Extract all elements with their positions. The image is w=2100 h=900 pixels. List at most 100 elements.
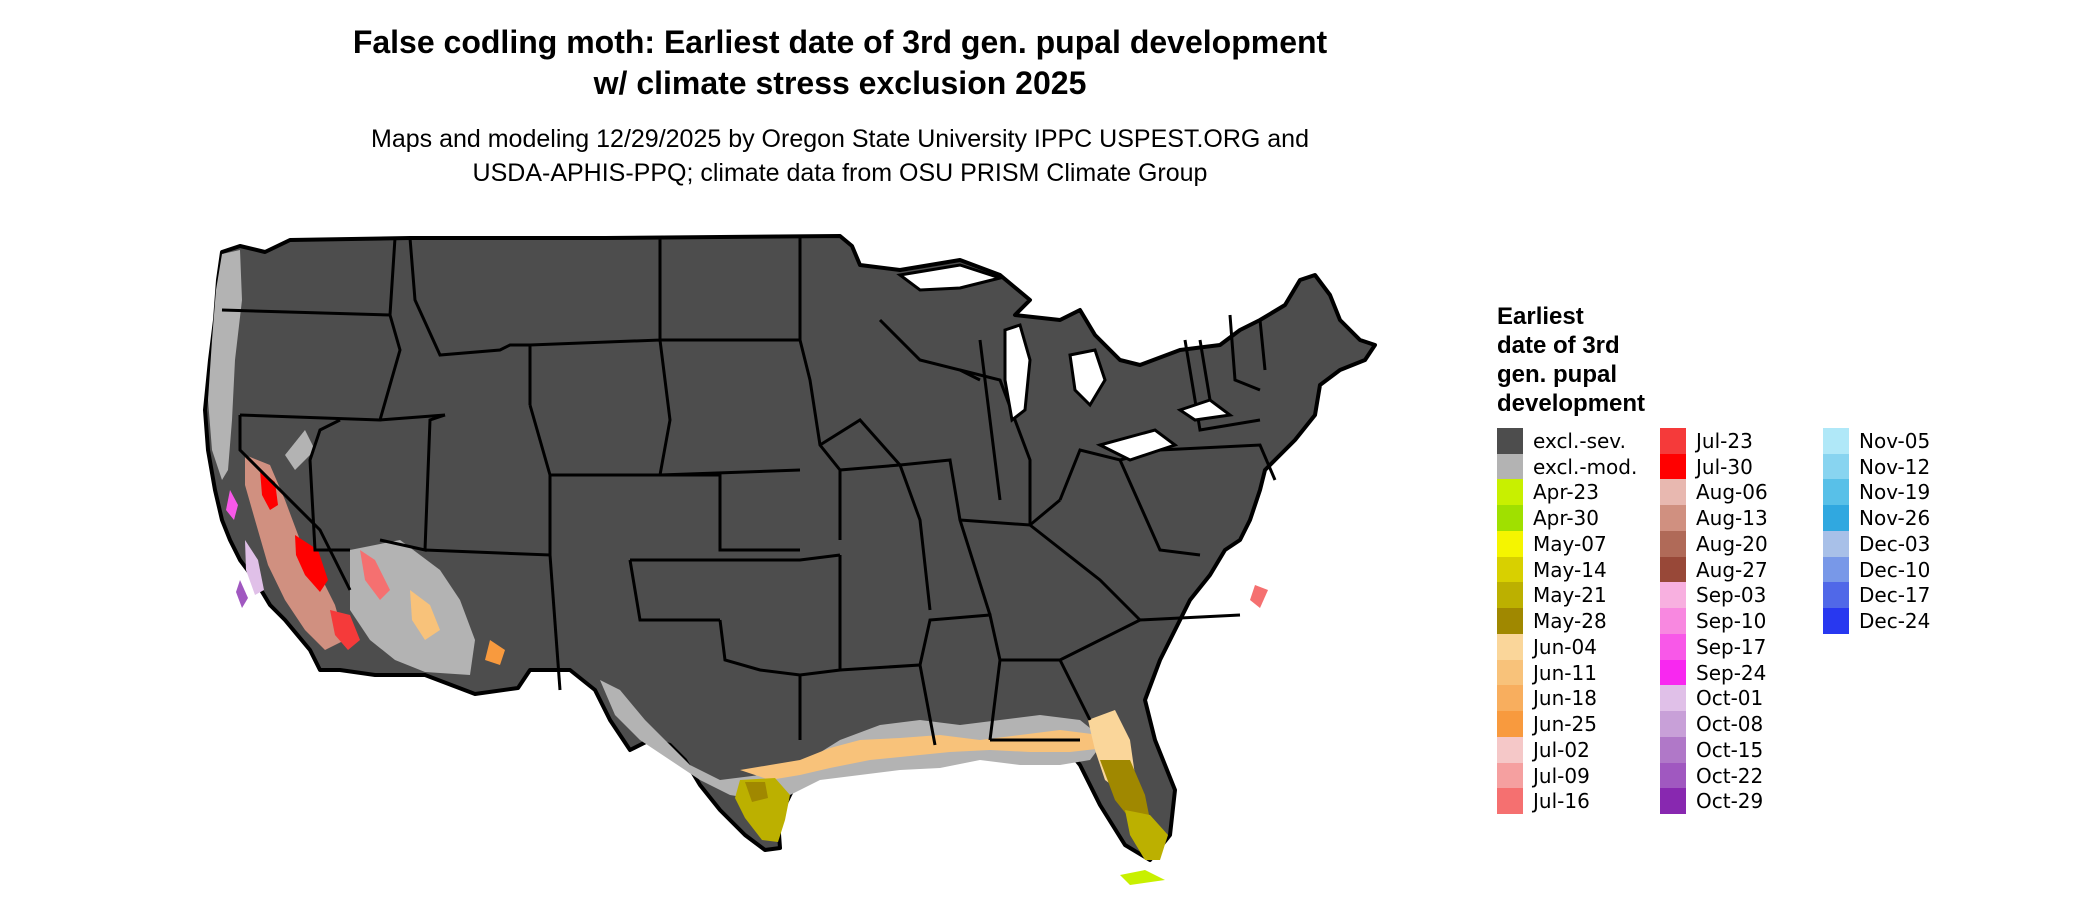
legend-item: excl.-mod. <box>1497 453 1638 480</box>
legend-title-line: date of 3rd <box>1497 332 1620 359</box>
southwest-development-zones <box>226 455 505 665</box>
legend-item: Dec-10 <box>1823 556 1931 583</box>
legend-item: Dec-24 <box>1823 608 1931 635</box>
legend-item: Nov-12 <box>1823 453 1931 480</box>
legend-swatch <box>1497 530 1523 557</box>
legend-label: excl.-mod. <box>1533 454 1638 479</box>
legend-item: Oct-15 <box>1660 736 1768 763</box>
legend-item: Sep-03 <box>1660 582 1768 609</box>
legend-swatch <box>1497 582 1523 609</box>
legend-swatch <box>1497 711 1523 738</box>
legend-swatch <box>1497 453 1523 480</box>
legend-column-2: Jul-23 Jul-30 Aug-06 Aug-13 Aug-20 Aug-27 Sep-… <box>1660 427 1768 815</box>
legend-label: Nov-26 <box>1859 506 1931 531</box>
legend-swatch <box>1660 556 1686 583</box>
legend-item: excl.-sev. <box>1497 427 1637 454</box>
map-subtitle-line-1: Maps and modeling 12/29/2025 by Oregon S… <box>371 125 1309 153</box>
legend-label: Nov-05 <box>1859 428 1931 453</box>
legend-item: Jun-11 <box>1497 659 1637 686</box>
legend-label: Sep-17 <box>1696 634 1767 659</box>
legend-label: Aug-06 <box>1696 480 1768 505</box>
legend-label: Jun-25 <box>1533 712 1597 737</box>
legend-label: Jul-09 <box>1533 763 1590 788</box>
legend-swatch <box>1660 685 1686 712</box>
legend-label: Oct-29 <box>1696 789 1764 814</box>
legend-item: Sep-10 <box>1660 608 1768 635</box>
legend-swatch <box>1660 736 1686 763</box>
legend-title-line: Earliest <box>1497 303 1584 330</box>
legend-item: Jun-18 <box>1497 685 1637 712</box>
legend-label: Jun-04 <box>1533 634 1597 659</box>
legend-label: Dec-10 <box>1859 557 1931 582</box>
legend-swatch <box>1823 556 1849 583</box>
map-subtitle: Maps and modeling 12/29/2025 by Oregon S… <box>0 122 1680 190</box>
legend-label: Jun-11 <box>1533 660 1597 685</box>
legend-swatch <box>1497 659 1523 686</box>
legend-item: Apr-23 <box>1497 479 1637 506</box>
state-borders <box>221 236 1277 746</box>
legend-swatch <box>1497 762 1523 789</box>
legend-item: Aug-06 <box>1660 479 1768 506</box>
legend-swatch <box>1660 479 1686 506</box>
legend-item: Aug-20 <box>1660 530 1768 557</box>
legend-label: Oct-08 <box>1696 712 1764 737</box>
legend-swatch <box>1823 608 1849 635</box>
legend-label: Oct-22 <box>1696 763 1764 788</box>
legend-swatch <box>1497 633 1523 660</box>
legend-swatch <box>1497 788 1523 815</box>
legend-label: Nov-19 <box>1859 480 1931 505</box>
legend-swatch <box>1823 427 1849 454</box>
legend-label: May-28 <box>1533 609 1607 634</box>
legend-item: Nov-26 <box>1823 505 1931 532</box>
legend-swatch <box>1823 479 1849 506</box>
legend-item: Jul-09 <box>1497 762 1637 789</box>
us-map <box>203 234 1377 885</box>
legend-swatch <box>1660 659 1686 686</box>
legend-label: May-07 <box>1533 531 1607 556</box>
legend-label: Sep-24 <box>1696 660 1767 685</box>
legend-title-line: gen. pupal <box>1497 361 1617 388</box>
legend-column-3: Nov-05 Nov-12 Nov-19 Nov-26 Dec-03 Dec-10 Dec-… <box>1823 427 1931 635</box>
legend-swatch <box>1497 685 1523 712</box>
legend-label: Aug-13 <box>1696 506 1768 531</box>
legend-item: May-07 <box>1497 530 1637 557</box>
legend-swatch <box>1823 530 1849 557</box>
legend-label: Dec-17 <box>1859 583 1931 608</box>
legend-item: Jul-30 <box>1660 453 1768 480</box>
legend-swatch <box>1497 556 1523 583</box>
legend-swatch <box>1660 762 1686 789</box>
gulf-coast-development-zones <box>735 585 1268 885</box>
legend-title-line: development <box>1497 390 1646 417</box>
legend-item: Sep-17 <box>1660 633 1768 660</box>
legend-item: Aug-27 <box>1660 556 1768 583</box>
legend-item: Sep-24 <box>1660 659 1768 686</box>
legend-item: May-21 <box>1497 582 1637 609</box>
legend-swatch <box>1660 505 1686 532</box>
legend-item: Dec-17 <box>1823 582 1931 609</box>
legend-swatch <box>1497 505 1523 532</box>
legend-label: Oct-01 <box>1696 686 1764 711</box>
legend-item: Apr-30 <box>1497 505 1637 532</box>
legend-label: Jul-23 <box>1696 428 1753 453</box>
legend-label: Aug-27 <box>1696 557 1768 582</box>
legend-item: Jul-16 <box>1497 788 1637 815</box>
legend-label: May-21 <box>1533 583 1607 608</box>
legend-item: Dec-03 <box>1823 530 1930 557</box>
legend-item: Oct-29 <box>1660 788 1768 815</box>
map-title-line-2: w/ climate stress exclusion 2025 <box>593 65 1087 101</box>
legend-column-1: excl.-sev. excl.-mod. Apr-23 Apr-30 May-07 Ma… <box>1497 427 1638 815</box>
legend-item: Nov-05 <box>1823 427 1931 454</box>
legend-swatch <box>1823 453 1849 480</box>
legend-swatch <box>1497 608 1523 635</box>
legend-item: May-14 <box>1497 556 1637 583</box>
legend-swatch <box>1660 633 1686 660</box>
map-title-line-1: False codling moth: Earliest date of 3rd… <box>352 24 1328 60</box>
legend-label: Nov-12 <box>1859 454 1931 479</box>
legend-item: May-28 <box>1497 608 1637 635</box>
legend-item: Jun-04 <box>1497 633 1637 660</box>
legend-title: Earliest date of 3rd gen. pupal developm… <box>1497 302 1687 418</box>
legend-swatch <box>1660 453 1686 480</box>
legend-swatch <box>1660 582 1686 609</box>
legend-label: Jul-30 <box>1696 454 1753 479</box>
legend-label: Dec-24 <box>1859 609 1931 634</box>
